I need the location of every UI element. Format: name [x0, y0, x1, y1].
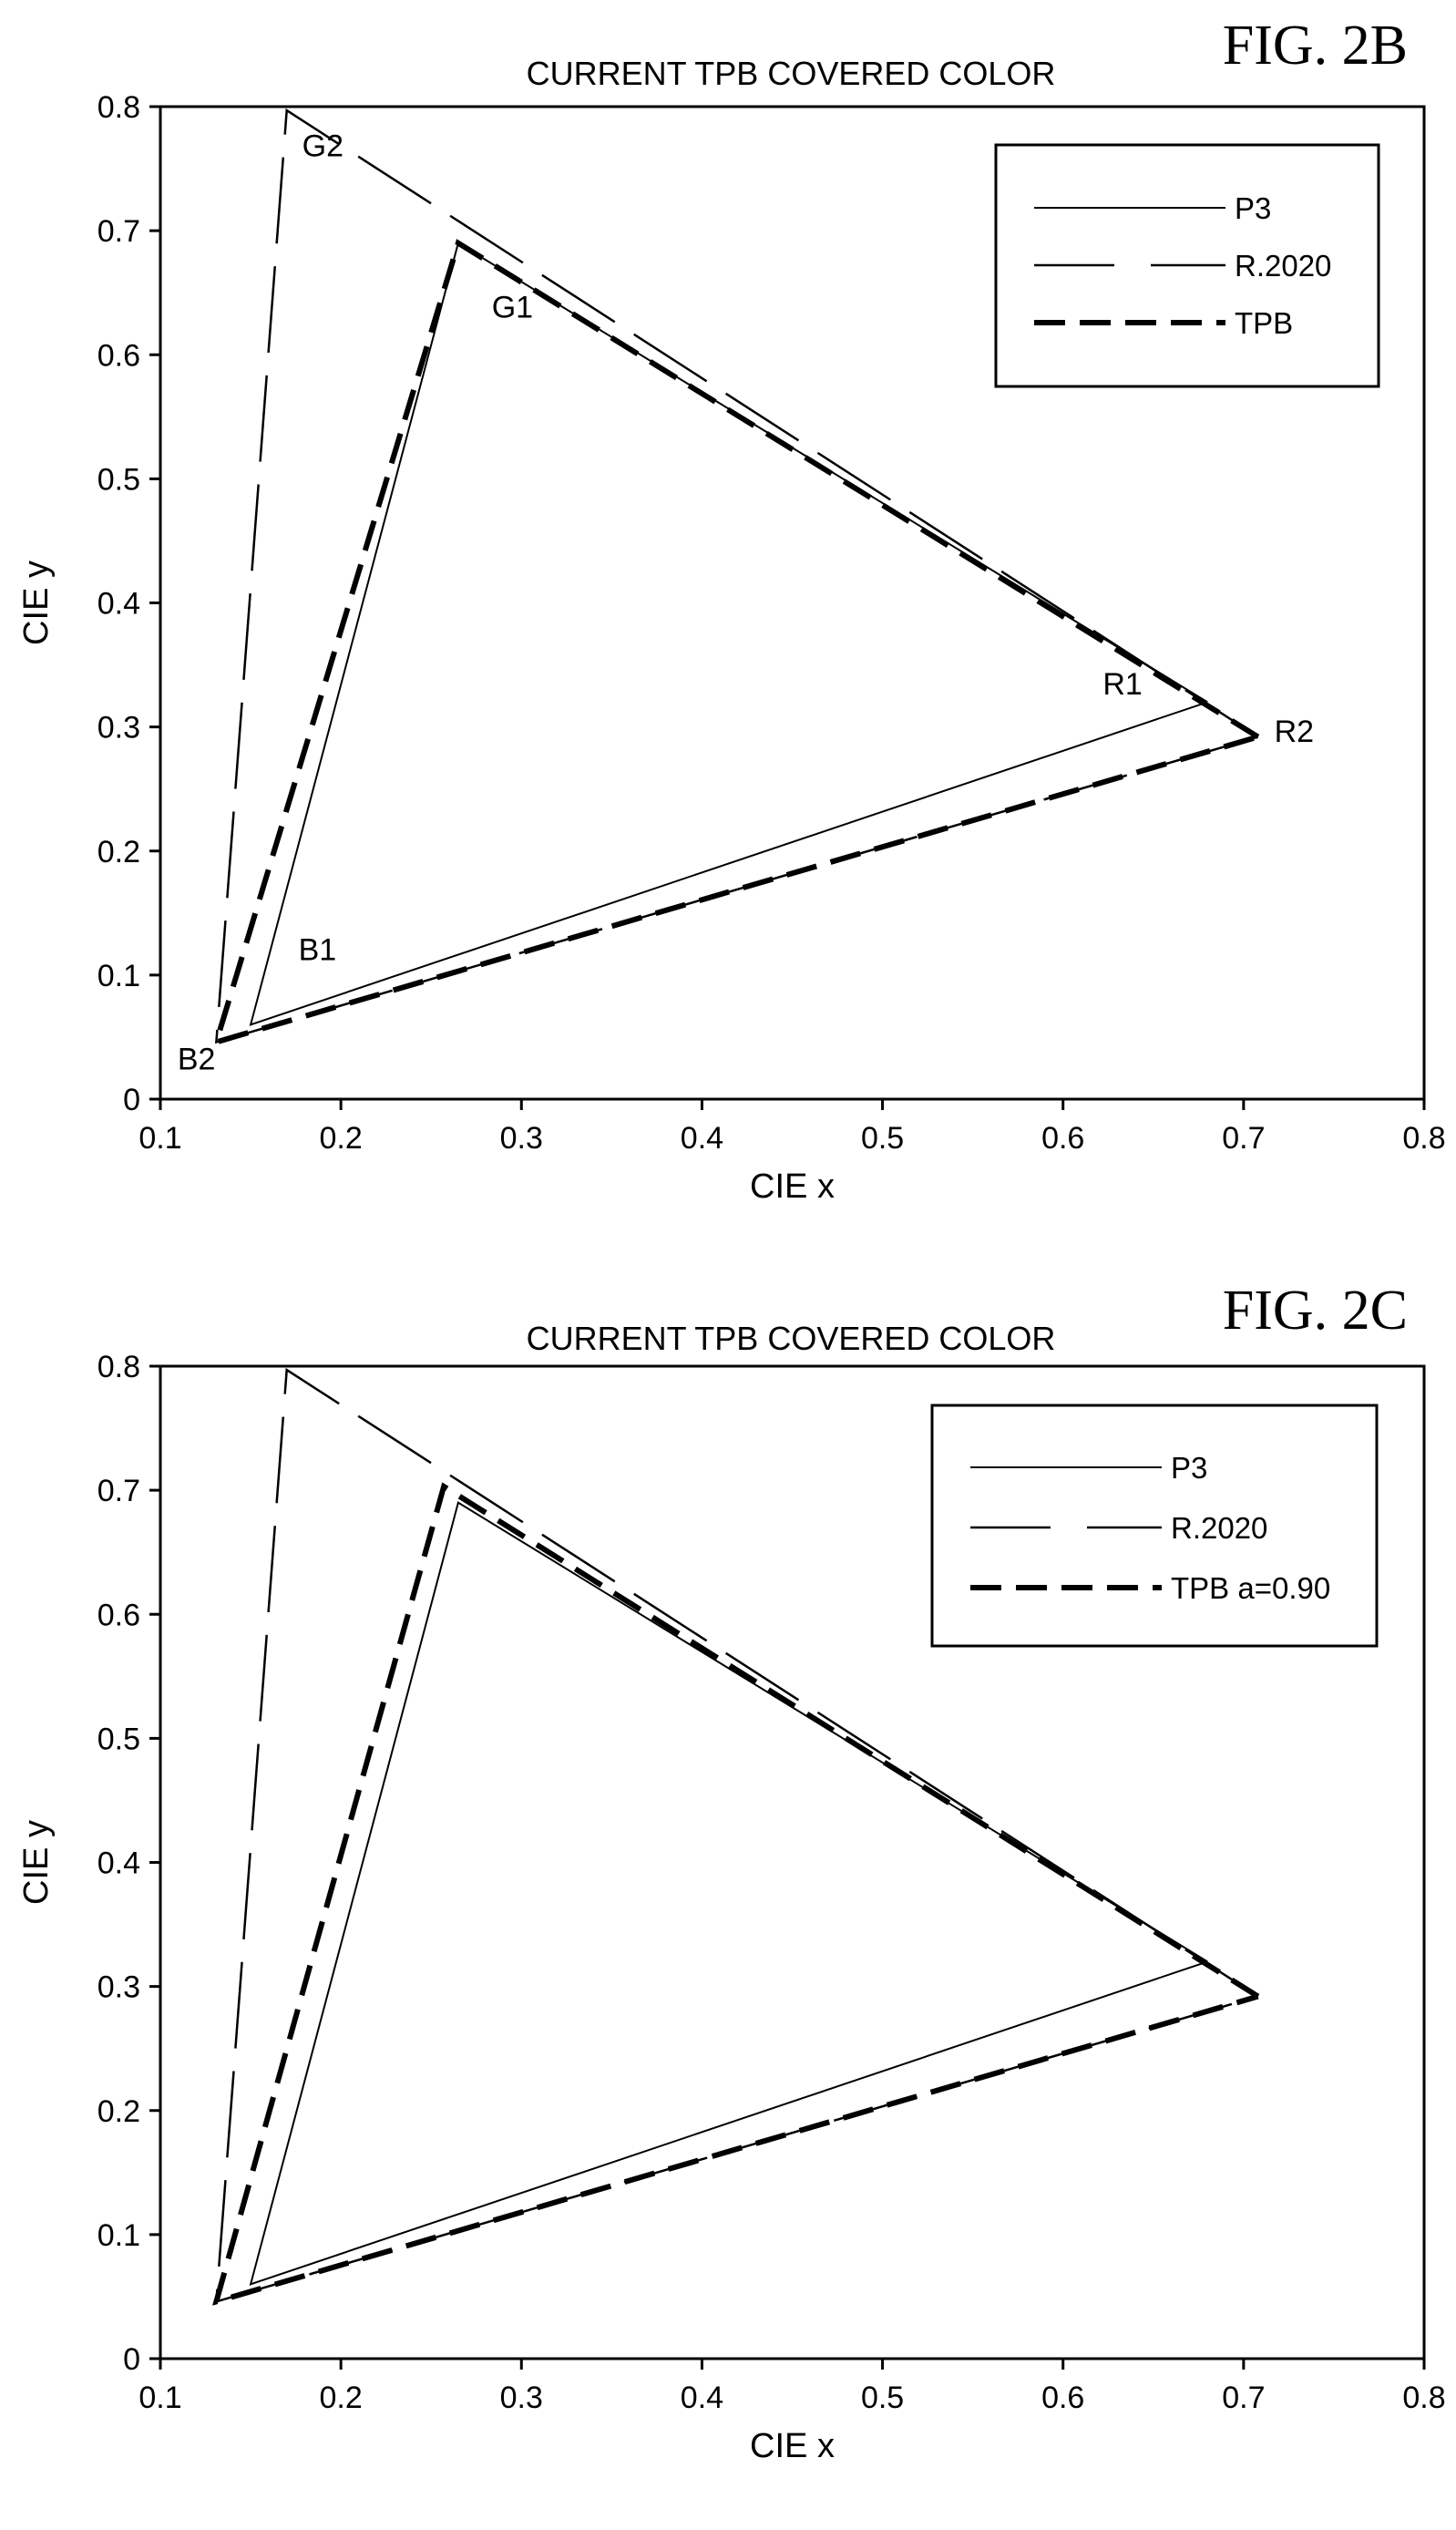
x-axis-label: CIE x	[750, 2427, 835, 2465]
chart-fig-2b: FIG. 2B CURRENT TPB COVERED COLOR 0.1 0.2 0.…	[0, 0, 1456, 1265]
x-tick-label: 0.8	[1402, 1121, 1445, 1156]
legend-entry: P3	[1171, 1451, 1207, 1485]
legend-entry: TPB a=0.90	[1171, 1571, 1330, 1605]
y-tick-label: 0.8	[97, 90, 140, 125]
x-tick-label: 0.3	[500, 2381, 543, 2415]
y-tick-label: 0.4	[97, 1846, 140, 1881]
x-tick-label: 0.4	[681, 2381, 723, 2415]
x-tick-label: 0.5	[861, 2381, 904, 2415]
vertex-label-g1: G1	[492, 290, 533, 324]
y-tick-label: 0.1	[97, 2218, 140, 2253]
y-tick-label: 0	[123, 1083, 140, 1117]
x-tick-label: 0.7	[1222, 2381, 1265, 2415]
x-tick-label: 0.4	[681, 1121, 723, 1156]
vertex-label-g2: G2	[302, 129, 343, 163]
vertex-label-b1: B1	[299, 933, 337, 968]
y-tick-label: 0.7	[97, 214, 140, 249]
y-tick-label: 0.6	[97, 338, 140, 373]
x-tick-label: 0.2	[320, 1121, 363, 1156]
x-tick-label: 0.6	[1041, 2381, 1084, 2415]
chart-fig-2c: FIG. 2C CURRENT TPB COVERED COLOR 0.1 0.2 0.…	[0, 1265, 1456, 2530]
y-tick-label: 0.2	[97, 835, 140, 869]
y-axis-label: CIE y	[17, 561, 56, 645]
legend-entry: R.2020	[1171, 1511, 1267, 1545]
vertex-label-r2: R2	[1275, 715, 1314, 749]
x-tick-label: 0.1	[138, 2381, 181, 2415]
legend-entry: R.2020	[1235, 249, 1331, 283]
y-tick-label: 0.5	[97, 1722, 140, 1756]
x-tick-label: 0.7	[1222, 1121, 1265, 1156]
x-tick-label: 0.8	[1402, 2381, 1445, 2415]
x-tick-label: 0.6	[1041, 1121, 1084, 1156]
vertex-label-r1: R1	[1102, 667, 1142, 702]
y-tick-label: 0.8	[97, 1350, 140, 1384]
y-tick-label: 0.3	[97, 1970, 140, 2005]
y-tick-label: 0.7	[97, 1474, 140, 1508]
figure-label: FIG. 2B	[1223, 15, 1408, 77]
chart-title: CURRENT TPB COVERED COLOR	[527, 1320, 1056, 1357]
legend-box	[932, 1405, 1377, 1646]
x-tick-label: 0.1	[138, 1121, 181, 1156]
y-tick-label: 0.3	[97, 711, 140, 746]
y-tick-label: 0.1	[97, 959, 140, 993]
y-tick-label: 0	[123, 2342, 140, 2377]
legend-entry: P3	[1235, 191, 1271, 225]
y-axis-label: CIE y	[17, 1820, 56, 1905]
figure-2c: FIG. 2C CURRENT TPB COVERED COLOR 0.1 0.2 0.…	[0, 1265, 1456, 2530]
y-tick-label: 0.5	[97, 462, 140, 497]
figure-2b: FIG. 2B CURRENT TPB COVERED COLOR 0.1 0.2 0.…	[0, 0, 1456, 1265]
x-tick-label: 0.3	[500, 1121, 543, 1156]
x-tick-label: 0.5	[861, 1121, 904, 1156]
y-tick-label: 0.4	[97, 587, 140, 622]
y-tick-label: 0.6	[97, 1598, 140, 1632]
x-tick-label: 0.2	[320, 2381, 363, 2415]
y-tick-label: 0.2	[97, 2094, 140, 2129]
figure-label: FIG. 2C	[1223, 1280, 1408, 1342]
x-axis-label: CIE x	[750, 1167, 835, 1206]
vertex-label-b2: B2	[178, 1042, 216, 1076]
legend-entry: TPB	[1235, 306, 1293, 340]
chart-title: CURRENT TPB COVERED COLOR	[527, 55, 1056, 92]
